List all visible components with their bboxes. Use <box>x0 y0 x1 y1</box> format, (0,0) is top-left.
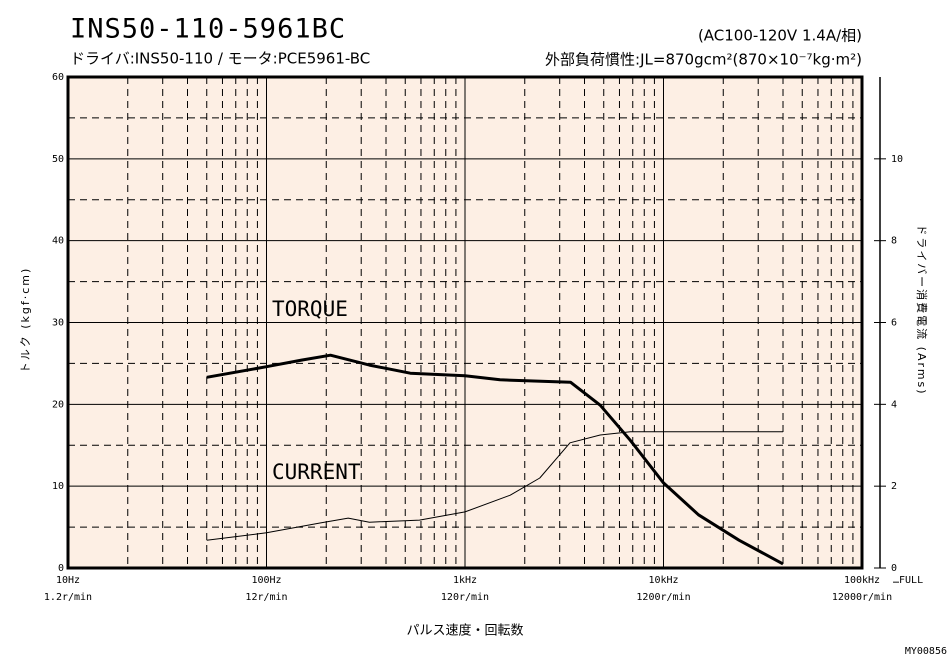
power-spec: (AC100-120V 1.4A/相) <box>698 27 862 45</box>
x-tick-label: 1kHz <box>453 575 477 586</box>
subtitle: ドライバ:INS50-110 / モータ:PCE5961-BC <box>70 50 370 68</box>
x-speed-label: 1.2r/min <box>44 592 92 603</box>
y2-tick-label: 0 <box>891 563 897 574</box>
inertia: 外部負荷慣性:JL=870gcm²(870×10⁻⁷kg·m²) <box>545 51 862 69</box>
y2-axis-label: ドライバー消費電流 (Arms) <box>915 224 929 395</box>
x-tick-label: 100kHz <box>844 575 880 586</box>
y-tick-label: 30 <box>52 318 64 329</box>
x-tick-label: 10Hz <box>56 575 80 586</box>
x-speed-label: 12r/min <box>245 592 287 603</box>
x-tick-label: 10kHz <box>648 575 678 586</box>
y-axis-label: トルク (kgf·cm) <box>19 267 32 374</box>
x-speed-label: 1200r/min <box>636 592 690 603</box>
y-tick-label: 40 <box>52 236 64 247</box>
x-speed-label: 12000r/min <box>832 592 892 603</box>
series-annotation: CURRENT <box>272 460 361 484</box>
series-annotation: TORQUE <box>272 297 348 321</box>
series-line <box>206 353 784 566</box>
y2-tick-label: 2 <box>891 481 897 492</box>
x-end-note: …FULL <box>893 575 923 586</box>
x-axis-label: パルス速度・回転数 <box>406 623 523 639</box>
plot-frame <box>66 75 864 570</box>
y2-tick-label: 4 <box>891 399 897 410</box>
x-tick-label: 100Hz <box>251 575 281 586</box>
series-line <box>206 431 783 541</box>
y-tick-label: 50 <box>52 154 64 165</box>
x-speed-label: 120r/min <box>441 592 489 603</box>
y-tick-label: 0 <box>58 563 64 574</box>
y-tick-label: 20 <box>52 399 64 410</box>
y-tick-label: 60 <box>52 72 64 83</box>
figure-code: MY00856 <box>905 646 947 657</box>
y2-tick-label: 10 <box>891 154 903 165</box>
y2-tick-label: 8 <box>891 236 897 247</box>
chart-title: INS50-110-5961BC <box>70 14 346 45</box>
y-tick-label: 10 <box>52 481 64 492</box>
y2-tick-label: 6 <box>891 318 897 329</box>
